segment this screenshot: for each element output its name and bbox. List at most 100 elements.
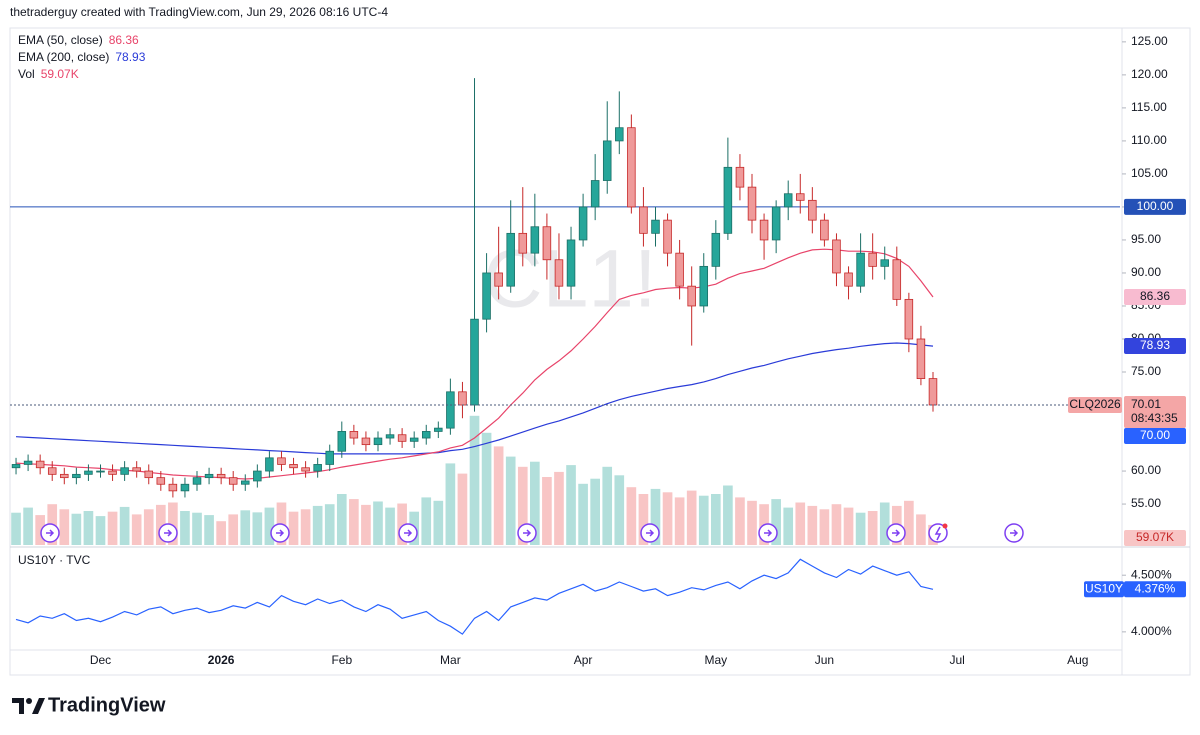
candle-body: [446, 391, 455, 429]
candle-body: [156, 477, 166, 485]
volume-bar: [602, 466, 613, 545]
volume-bar: [83, 511, 94, 545]
candle-body: [771, 206, 781, 241]
volume-bar: [421, 497, 432, 545]
y-tick-label: 90.00: [1131, 265, 1161, 279]
volume-bar: [771, 499, 781, 545]
volume-bar: [288, 511, 299, 545]
volume-bar: [385, 507, 395, 545]
y-tick-label: 55.00: [1131, 496, 1161, 510]
candle-body: [168, 483, 178, 492]
volume-bar: [107, 511, 118, 545]
countdown-text: 08:43:35: [1131, 411, 1178, 425]
logo-mark: [26, 698, 32, 704]
contract-badge-text: CLQ2026: [1069, 397, 1121, 411]
candle-body: [542, 226, 552, 261]
volume-bar: [650, 488, 661, 545]
volume-bar: [783, 507, 794, 545]
event-dot: [942, 523, 948, 529]
us10y-value-badge: [1124, 581, 1186, 598]
ema-50-line: [15, 248, 934, 480]
candle-body: [96, 470, 105, 473]
y-tick-label: 120.00: [1131, 67, 1168, 81]
candle-body: [397, 434, 407, 442]
volume-badge: [1124, 530, 1186, 546]
volume-bar: [349, 499, 359, 545]
volume-bar: [638, 494, 649, 545]
candle-body: [216, 473, 226, 479]
candle-body: [265, 457, 274, 472]
volume-bar: [300, 509, 311, 545]
candle-body: [228, 477, 238, 485]
us10y-line: [15, 558, 934, 635]
x-tick-label: Jul: [949, 653, 964, 667]
candle-body: [108, 470, 117, 475]
candle-body: [578, 206, 588, 241]
candle-body: [361, 437, 371, 446]
candle-body: [844, 272, 853, 287]
candle-body: [470, 318, 479, 406]
candle-body: [627, 127, 636, 208]
event-icon-arrow: [46, 529, 55, 537]
volume-bar: [23, 507, 33, 545]
volume-bar: [493, 446, 504, 545]
contract-badge: [1068, 396, 1122, 413]
candle-body: [868, 252, 877, 267]
volume-bar: [457, 473, 468, 545]
volume-bar: [879, 502, 890, 545]
alert-badge-text: 70.00: [1140, 428, 1170, 442]
ema50-badge-text: 86.36: [1140, 289, 1170, 303]
volume-bar: [336, 494, 347, 545]
x-tick-label: Dec: [90, 653, 111, 667]
volume-bar: [855, 512, 866, 545]
candle-body: [663, 219, 672, 254]
y2-tick-label: 4.000%: [1131, 624, 1172, 638]
volume-bar: [867, 511, 878, 545]
candle-body: [434, 427, 443, 432]
candle-body: [458, 391, 467, 406]
candle-body: [880, 259, 889, 267]
volume-bar: [662, 492, 673, 545]
candle-body: [747, 186, 757, 221]
legend-value: 78.93: [115, 50, 145, 64]
last-price-badge: [1124, 395, 1186, 428]
volume-bar: [143, 509, 154, 545]
ema200-badge: [1124, 338, 1186, 355]
volume-bar: [481, 432, 492, 545]
x-tick-label: Mar: [440, 653, 461, 667]
candle-body: [711, 232, 721, 267]
last-price-text: 70.01: [1131, 397, 1161, 411]
volume-bar: [916, 514, 926, 545]
candle-body: [84, 470, 93, 475]
candle-body: [675, 252, 684, 287]
candle-body: [325, 450, 334, 465]
candle-body: [35, 460, 45, 469]
volume-bar: [674, 497, 685, 545]
event-icon-arrow: [646, 529, 655, 537]
event-icon-arrow: [1010, 529, 1019, 537]
candle-body: [590, 180, 600, 208]
candle-body: [253, 470, 262, 482]
volume-bar: [710, 494, 721, 545]
volume-bar: [614, 475, 625, 545]
volume-bar: [192, 512, 202, 545]
candle-body: [277, 457, 286, 465]
legend-label: EMA (50, close): [18, 33, 103, 47]
candle-body: [759, 219, 769, 241]
candle-body: [301, 467, 310, 472]
candle-body: [916, 338, 926, 380]
volume-bar: [180, 511, 190, 545]
ema50-badge: [1124, 288, 1186, 305]
legend-value: 86.36: [109, 33, 139, 47]
volume-bar: [469, 415, 480, 545]
volume-bar: [240, 510, 251, 545]
volume-bar: [312, 505, 323, 545]
candle-body: [651, 219, 660, 234]
volume-bar: [324, 504, 335, 545]
x-tick-label: May: [704, 653, 727, 667]
legend-label: US10Y · TVC: [18, 553, 91, 567]
candle-body: [120, 467, 129, 475]
volume-bar: [566, 465, 576, 545]
candle-body: [349, 431, 359, 439]
